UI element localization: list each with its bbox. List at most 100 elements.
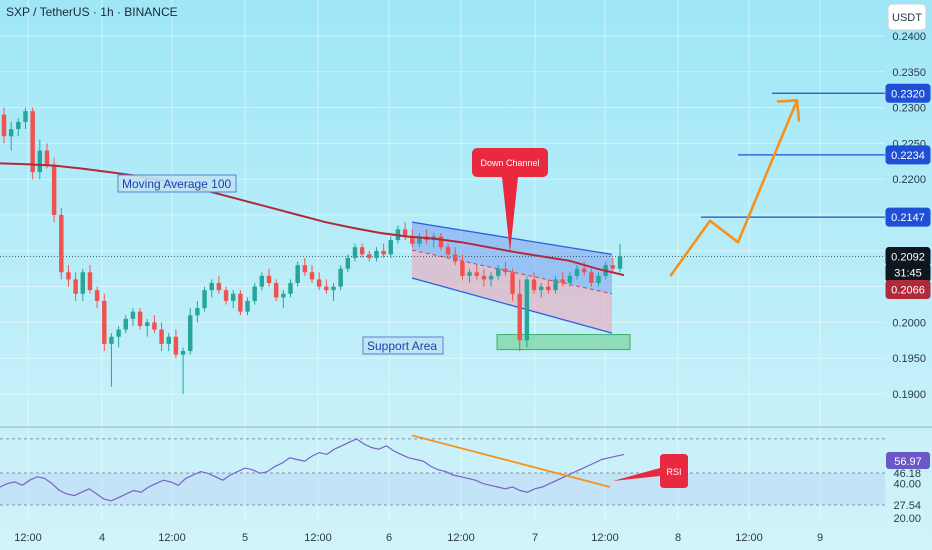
candle-body: [180, 351, 186, 355]
level-tag-bg: [885, 207, 931, 227]
candles: [1, 107, 623, 394]
candle-body: [510, 272, 515, 294]
ma-value-tag-bg: [885, 280, 931, 300]
ma-label: Moving Average 100: [122, 177, 232, 191]
candle-body: [445, 247, 451, 255]
candle-body: [589, 272, 594, 284]
candle-body: [102, 300, 107, 344]
candle-body: [596, 275, 601, 284]
candle-body: [37, 150, 43, 173]
candle-body: [324, 286, 329, 291]
candle-body: [209, 283, 214, 291]
rsi-current-tag-bg: [886, 452, 930, 469]
current-price-tag: 0.2092: [891, 252, 925, 264]
candle-body: [245, 300, 250, 312]
rsi-current-tag: 56.97: [894, 456, 922, 468]
candle-body: [517, 293, 522, 341]
x-tick-label: 12:00: [14, 532, 42, 544]
candle-body: [488, 275, 494, 280]
candle-body: [553, 279, 558, 291]
rsi-tick-label: 40.00: [893, 479, 921, 491]
rsi-band: [0, 472, 885, 506]
candle-body: [302, 265, 308, 273]
candle-body: [259, 275, 265, 287]
x-tick-label: 12:00: [735, 532, 763, 544]
candle-body: [16, 121, 21, 130]
candle-body: [173, 336, 179, 355]
currency-badge[interactable]: [887, 3, 927, 31]
candle-body: [109, 336, 114, 344]
x-tick-label: 12:00: [591, 532, 619, 544]
x-tick-label: 4: [99, 532, 105, 544]
candle-body: [59, 215, 64, 273]
candle-body: [230, 293, 236, 301]
candle-body: [316, 279, 322, 287]
candle-body: [281, 293, 286, 298]
candle-body: [381, 250, 386, 255]
candle-body: [610, 265, 616, 269]
ma-value-tag: 0.2066: [891, 285, 925, 297]
x-tick-label: 12:00: [158, 532, 186, 544]
level-tag: 0.2234: [891, 150, 925, 162]
candle-body: [524, 279, 530, 341]
candle-body: [252, 286, 257, 301]
candle-body: [309, 272, 315, 280]
y-tick-label: 0.2000: [892, 317, 926, 329]
candle-body: [474, 272, 479, 276]
level-lines: [701, 92, 885, 218]
candle-body: [51, 164, 57, 215]
projection-arrow-head: [776, 99, 801, 122]
grid: [0, 0, 885, 520]
candle-body: [123, 318, 128, 330]
candle-body: [116, 329, 121, 337]
candle-body: [331, 286, 336, 291]
support-label: Support Area: [367, 339, 437, 353]
candle-body: [266, 275, 272, 284]
rsi-tick-label: 46.18: [893, 468, 921, 480]
channel-upper-fill: [412, 222, 612, 294]
candle-body: [546, 286, 551, 291]
rsi-tick-label: 20.00: [893, 513, 921, 525]
candle-body: [94, 290, 100, 301]
x-tick-label: 12:00: [447, 532, 475, 544]
candle-body: [402, 229, 408, 237]
chart-title: SXP / TetherUS · 1h · BINANCE: [6, 5, 178, 19]
level-tag-bg: [885, 145, 931, 165]
candle-body: [581, 268, 587, 273]
x-tick-label: 7: [532, 532, 538, 544]
candle-body: [295, 265, 300, 284]
y-tick-label: 0.2350: [892, 67, 926, 79]
candle-body: [152, 322, 157, 330]
candle-body: [560, 279, 565, 284]
down-channel-label: Down Channel: [480, 158, 539, 168]
x-tick-label: 6: [386, 532, 392, 544]
candle-body: [137, 311, 143, 326]
x-tick-label: 9: [817, 532, 823, 544]
level-tag: 0.2147: [891, 212, 925, 224]
candle-body: [438, 236, 444, 248]
channel-mid-line: [411, 249, 613, 295]
candle-body: [66, 272, 71, 280]
candle-body: [195, 308, 200, 316]
candle-body: [481, 275, 487, 280]
y-tick-label: 0.1950: [892, 353, 926, 365]
y-tick-label: 0.1900: [892, 389, 926, 401]
x-tick-label: 12:00: [304, 532, 332, 544]
x-axis-ticks: 12:00 4 12:00 5 12:00 6 12:00 7 12:00 8 12:00 9: [14, 532, 823, 544]
candle-body: [338, 268, 343, 287]
candle-body: [453, 254, 458, 262]
candle-body: [80, 272, 86, 294]
candle-body: [352, 247, 358, 258]
y-tick-label: 0.2400: [892, 31, 926, 43]
candle-body: [574, 268, 580, 276]
rsi-callout: [613, 454, 688, 488]
candle-body: [273, 283, 279, 298]
candle-body: [374, 250, 379, 258]
candle-body: [503, 268, 508, 273]
candle-body: [166, 336, 171, 344]
candle-body: [87, 272, 93, 291]
candle-body: [202, 290, 207, 309]
support-label-box: [362, 336, 444, 355]
candle-body: [617, 256, 623, 269]
